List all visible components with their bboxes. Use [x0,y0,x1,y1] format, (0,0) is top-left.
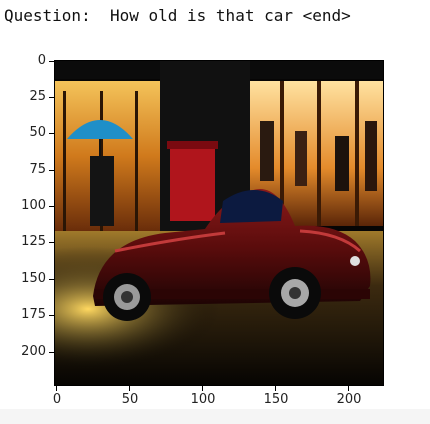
x-tick-label: 150 [263,392,289,407]
y-tick-label: 175 [21,307,46,322]
y-tick-label: 25 [29,89,46,104]
car-photo [55,61,383,385]
x-tick-mark [348,386,349,391]
y-tick-mark [49,97,54,98]
x-tick-label: 50 [121,392,139,407]
image-axes [54,60,384,386]
y-tick-mark [49,170,54,171]
y-tick-label: 50 [29,125,46,140]
y-tick-label: 125 [21,234,46,249]
y-tick-mark [49,61,54,62]
question-text: Question: How old is that car <end> [4,6,351,25]
y-tick-mark [49,242,54,243]
y-tick-mark [49,279,54,280]
y-tick-label: 150 [21,271,46,286]
x-tick-label: 100 [190,392,216,407]
x-tick-mark [202,386,203,391]
x-tick-label: 0 [52,392,62,407]
x-tick-mark [275,386,276,391]
y-tick-mark [49,352,54,353]
x-tick-mark [129,386,130,391]
y-tick-label: 200 [21,344,46,359]
y-tick-mark [49,315,54,316]
x-tick-mark [56,386,57,391]
y-tick-label: 75 [29,162,46,177]
y-tick-label: 0 [37,53,46,68]
x-tick-label: 200 [336,392,362,407]
bottom-strip [0,409,430,424]
y-tick-label: 100 [21,198,46,213]
y-tick-mark [49,133,54,134]
y-tick-mark [49,206,54,207]
